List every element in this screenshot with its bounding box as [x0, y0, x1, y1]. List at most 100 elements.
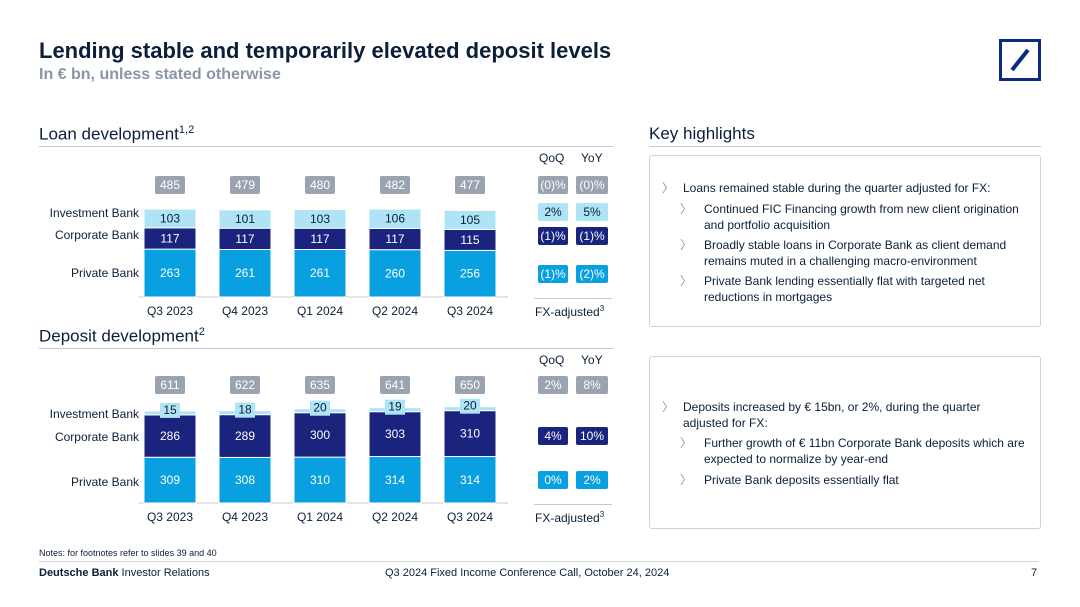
loan-bar-ib: [368, 208, 422, 229]
loan-row-label-pb: Private Bank: [70, 266, 139, 280]
loan-value-label-pb: 260: [385, 266, 405, 280]
loan-value-label-cb: 117: [160, 231, 179, 245]
loans-main-bullet: 〉 Loans remained stable during the quart…: [662, 181, 991, 195]
deposit-total-pill: [155, 376, 185, 394]
loan-fx-rule: [534, 298, 612, 299]
deposit-value-label-ib: 19: [388, 400, 402, 414]
deposit-qoq-total-pill: 2%: [538, 376, 568, 394]
deposit-yoy-header: YoY: [581, 353, 603, 367]
loan-value-label-ib: 105: [460, 213, 480, 227]
deposit-total-pill: [305, 376, 335, 394]
loan-category-label: Q2 2024: [372, 304, 418, 318]
deposit-bar-pb: [218, 456, 272, 504]
deposit-ib-value-pill: [235, 402, 255, 418]
deposit-value-label-ib: 20: [313, 401, 327, 415]
deposit-ib-value-pill: [160, 402, 180, 418]
loan-value-label-ib: 103: [160, 211, 180, 225]
deposit-qoq-pb-pill: 0%: [538, 471, 568, 489]
loan-qoq-total-pill: (0)%: [538, 176, 568, 194]
bullet-chevron-icon: 〉: [680, 436, 693, 450]
loan-yoy-cb-pill: (1)%: [576, 227, 608, 245]
deposit-value-label-cb: 310: [460, 427, 480, 441]
loan-value-label-cb: 117: [385, 232, 404, 246]
deutsche-bank-logo-icon: [999, 39, 1041, 81]
footer-event: Q3 2024 Fixed Income Conference Call, Oc…: [385, 567, 670, 579]
loan-bar-pb: [293, 248, 347, 298]
loan-row-label-cb: Corporate Bank: [54, 228, 139, 242]
deposit-category-label: Q3 2024: [447, 510, 493, 524]
loan-value-label-ib: 103: [310, 212, 330, 226]
loan-qoq-ib-pill: 2%: [538, 203, 568, 221]
loan-bar-pb: [218, 248, 272, 298]
deposit-bar-pb: [443, 456, 497, 504]
deposit-category-label: Q4 2023: [222, 510, 268, 524]
deposit-value-label-ib: 20: [463, 399, 477, 413]
deposit-category-label: Q1 2024: [297, 510, 343, 524]
deposit-bar-cb: [443, 410, 497, 458]
page-subtitle: In € bn, unless stated otherwise: [39, 66, 281, 83]
deposit-bar-pb: [143, 456, 197, 504]
loan-qoq-pb-pill: (1)%: [538, 265, 568, 283]
deposit-total-label: 635: [310, 378, 330, 392]
deposit-category-label: Q2 2024: [372, 510, 418, 524]
deposit-value-label-cb: 303: [385, 427, 405, 441]
deposit-section-title: Deposit development2: [39, 326, 205, 346]
deposit-qoq-cb-pill: 4%: [538, 427, 568, 445]
loans-sub-bullet-3: 〉 Private Bank lending essentially flat …: [680, 274, 985, 304]
deposit-yoy-total-pill: 8%: [576, 376, 608, 394]
loan-qoq-header: QoQ: [539, 151, 565, 165]
loan-total-pill: [155, 176, 185, 194]
loan-value-label-pb: 263: [160, 266, 180, 280]
deposit-bar-cb: [368, 411, 422, 458]
deposit-fx-adjusted-label: FX-adjusted3: [535, 510, 605, 525]
loan-value-label-pb: 256: [460, 267, 480, 281]
deposit-row-label-pb: Private Bank: [70, 475, 139, 489]
loan-qoq-cb-pill: (1)%: [538, 227, 568, 245]
loan-fx-adjusted-label: FX-adjusted3: [535, 304, 605, 319]
loan-value-label-pb: 261: [310, 266, 330, 280]
bullet-chevron-icon: 〉: [680, 274, 693, 288]
loan-total-pill: [380, 176, 410, 194]
deposit-bar-cb: [143, 414, 197, 458]
loan-value-label-ib: 106: [385, 212, 405, 226]
loan-bar-ib: [443, 209, 497, 230]
deposit-value-label-pb: 308: [235, 473, 255, 487]
deposit-total-pill: [455, 376, 485, 394]
deposit-value-label-cb: 289: [235, 429, 255, 443]
loan-bar-ib: [293, 208, 347, 229]
footer-brand: Deutsche Bank Investor Relations: [39, 567, 210, 579]
loans-sub-bullet-1: 〉 Continued FIC Financing growth from ne…: [680, 202, 1019, 232]
deposit-total-pill: [230, 376, 260, 394]
deposit-value-label-ib: 15: [163, 403, 177, 417]
deposit-row-label-cb: Corporate Bank: [54, 430, 139, 444]
loan-total-label: 477: [460, 178, 480, 192]
deposit-ib-value-pill: [460, 398, 480, 414]
loan-value-label-ib: 101: [235, 212, 255, 226]
bullet-chevron-icon: 〉: [680, 473, 693, 487]
bullet-chevron-icon: 〉: [662, 181, 675, 195]
loan-yoy-total-pill: (0)%: [576, 176, 608, 194]
page-number: 7: [1031, 567, 1038, 579]
deposit-ib-value-pill: [310, 400, 330, 416]
loans-highlight-card: 〉 Loans remained stable during the quart…: [649, 155, 1041, 327]
deposits-sub-bullet-1: 〉 Further growth of € 11bn Corporate Ban…: [680, 436, 1025, 466]
deposit-ib-value-pill: [385, 399, 405, 415]
key-highlights-rule: [649, 146, 1041, 147]
loan-category-label: Q1 2024: [297, 304, 343, 318]
deposit-fx-rule: [534, 504, 612, 505]
page-title: Lending stable and temporarily elevated …: [39, 38, 612, 63]
loan-bar-pb: [443, 249, 497, 298]
loans-sub-bullet-2: 〉 Broadly stable loans in Corporate Bank…: [680, 238, 1007, 268]
loan-total-label: 480: [310, 178, 330, 192]
loan-total-label: 482: [385, 178, 405, 192]
bullet-chevron-icon: 〉: [662, 400, 675, 414]
deposit-bar-pb: [368, 456, 422, 504]
deposit-value-label-cb: 286: [160, 429, 180, 443]
loan-bar-ib: [143, 208, 197, 229]
loan-yoy-pb-pill: (2)%: [576, 265, 608, 283]
deposit-bar-cb: [293, 412, 347, 458]
loan-value-label-cb: 117: [235, 232, 254, 246]
loan-total-pill: [230, 176, 260, 194]
